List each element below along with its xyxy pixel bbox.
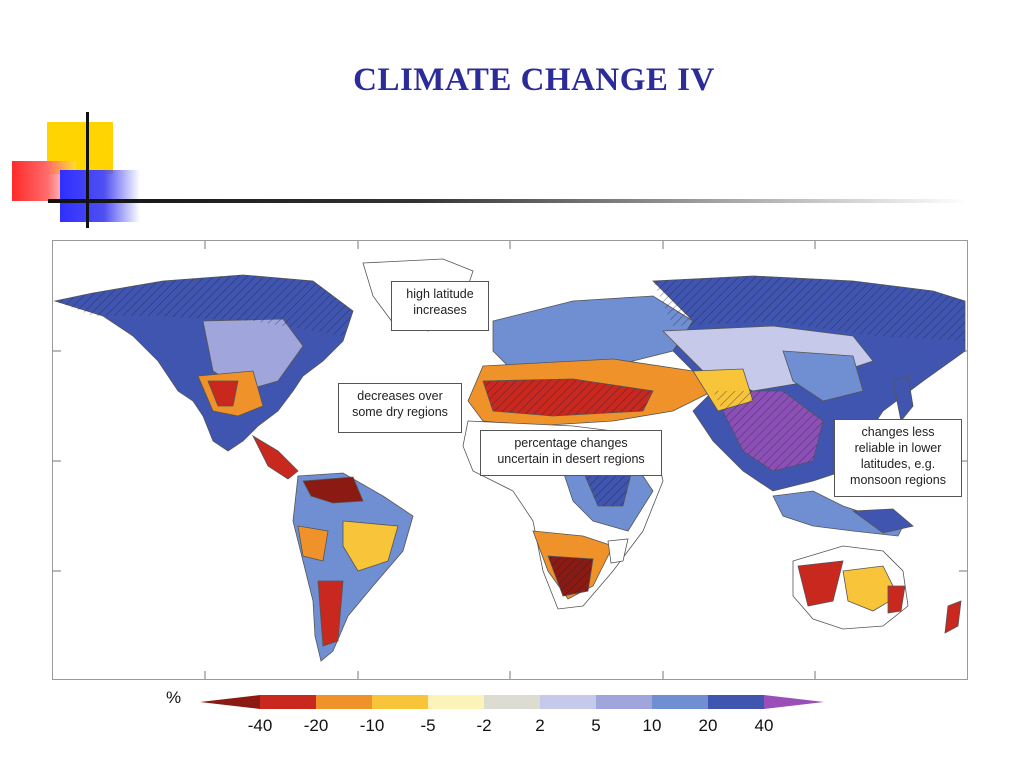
slide-title: CLIMATE CHANGE IV [353,62,715,98]
color-legend: % -40 -20 -10 -5 -2 2 5 10 20 40 [160,682,840,762]
annotation-high-latitude: high latitude increases [391,281,489,331]
legend-colorbar [200,695,824,709]
legend-tick-label: 10 [642,716,662,735]
japan [892,375,914,422]
legend-swatch [484,695,540,709]
legend-arrow-left [200,695,260,709]
significance-hatching [55,275,965,596]
decor-vertical-line [86,112,89,228]
legend-swatch [540,695,596,709]
legend-swatch [260,695,316,709]
legend-unit: % [166,688,182,707]
legend-arrow-right [764,695,824,709]
legend-tick-label: 2 [535,716,545,735]
decor-horizontal-line [48,199,968,203]
legend-tick-label: -40 [247,716,273,735]
decor-blue-square [60,170,140,222]
new-zealand [944,600,962,634]
legend-tick-label: 5 [591,716,601,735]
legend-swatch [652,695,708,709]
legend-tick-label: -2 [476,716,492,735]
legend-swatch [708,695,764,709]
legend-tick-label: 40 [754,716,774,735]
annotation-dry-regions: decreases over some dry regions [338,383,462,433]
legend-tick-label: -5 [420,716,436,735]
europe [492,295,694,377]
se-asia-islands [772,490,904,537]
legend-swatch [596,695,652,709]
legend-swatch [428,695,484,709]
annotation-monsoon-regions: changes less reliable in lower latitudes… [834,419,962,497]
legend-tick-label: -10 [359,716,385,735]
legend-tick-label: -20 [303,716,329,735]
legend-swatch [372,695,428,709]
legend-swatch [316,695,372,709]
annotation-desert-regions: percentage changes uncertain in desert r… [480,430,662,476]
legend-tick-label: 20 [698,716,718,735]
